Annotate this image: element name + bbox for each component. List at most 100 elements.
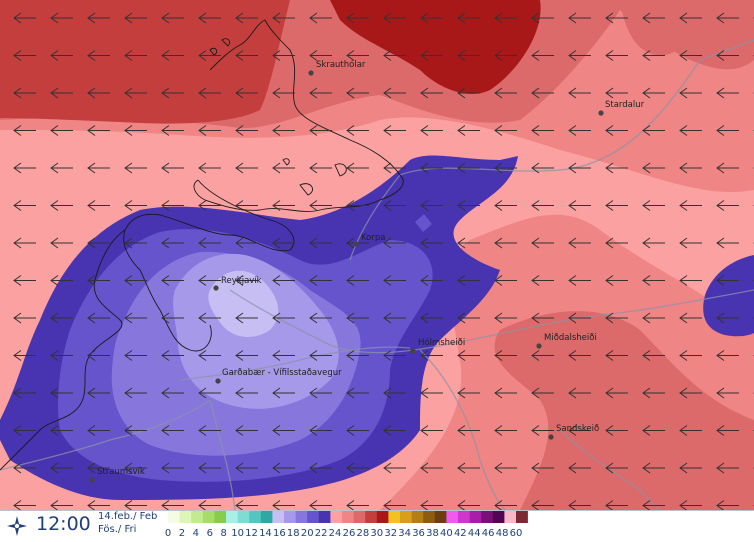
wind-arrow [457,125,480,136]
wind-arrow [531,12,554,24]
forecast-date: 14.feb./ Feb [98,511,158,522]
wind-arrow [87,275,110,286]
wind-arrow [457,500,480,510]
wind-arrow [457,387,480,399]
wind-arrow [161,387,184,399]
place-reykjavik: Reykjavík [213,276,262,291]
wind-arrow [420,87,443,99]
wind-arrow [457,312,480,324]
wind-arrow [50,425,73,436]
wind-arrow [198,162,221,174]
wind-arrow [531,500,554,510]
wind-arrow [161,50,184,61]
wind-arrow [50,50,73,61]
wind-arrow [531,200,554,211]
wind-arrow [272,200,295,211]
wind-arrow [642,462,665,474]
wind-arrow [161,162,184,174]
wind-arrow [679,200,702,211]
scale-swatch [516,511,528,523]
scale-tick-label: 44 [468,528,481,539]
forecast-time: 12:00 [36,513,91,535]
wind-arrow [716,312,739,324]
wind-arrow [87,50,110,61]
wind-arrow [679,237,702,249]
wind-arrow [383,312,406,324]
scale-tick-label: 38 [426,528,439,539]
wind-arrow [13,462,36,474]
scale-swatch [318,511,331,523]
wind-arrow [272,500,295,510]
wind-arrow [605,200,628,211]
road-2 [179,346,411,381]
wind-arrow [50,162,73,174]
wind-arrow [716,425,739,436]
scale-swatch [376,511,389,523]
wind-arrow [198,275,221,286]
wind-arrow [309,87,332,99]
wind-arrow [198,312,221,324]
wind-arrow [605,462,628,474]
scale-swatch [342,511,354,523]
scale-tick-label: 34 [398,528,411,539]
wind-arrow [87,425,110,436]
wind-arrow [272,125,295,136]
wind-arrow [383,50,406,61]
wind-arrow [568,87,591,99]
wind-arrow [161,200,184,211]
wind-arrow [383,200,406,211]
wind-arrow [457,50,480,61]
wind-arrow [531,125,554,136]
wind-arrow [198,350,221,361]
scale-tick-label: 26 [343,528,356,539]
wind-arrow [568,387,591,399]
wind-arrow [494,12,517,24]
wind-arrow [87,200,110,211]
scale-swatch [330,511,343,523]
wind-arrow [309,50,332,61]
wind-arrow [679,87,702,99]
wind-arrow [716,162,739,174]
wind-arrow [124,312,147,324]
wind-arrow [50,200,73,211]
wind-arrow [87,500,110,510]
scale-swatch [307,511,320,523]
wind-arrow [235,50,258,61]
wind-arrow [494,350,517,361]
scale-swatch [400,511,412,523]
wind-arrow [124,275,147,286]
wind-arrow [383,500,406,510]
scale-tick-label: 14 [259,528,272,539]
wind-arrow [716,462,739,474]
wind-arrow [198,237,221,249]
wind-arrow [235,12,258,24]
wind-arrow [383,387,406,399]
wind-arrow [457,12,480,24]
wind-arrow [494,275,517,286]
wind-arrow [531,387,554,399]
wind-arrow [679,350,702,361]
wind-arrow [13,350,36,361]
wind-arrow [716,275,739,286]
wind-arrow [346,425,369,436]
wind-arrow [272,462,295,474]
wind-arrow [309,237,332,249]
wind-arrow [87,162,110,174]
field-se-26 [494,311,754,510]
wind-arrow [716,50,739,61]
wind-arrow [420,462,443,474]
wind-arrow [235,200,258,211]
wind-arrow [198,125,221,136]
wind-arrow [346,162,369,174]
wind-arrow [383,12,406,24]
wind-arrow [13,275,36,286]
wind-arrow [161,312,184,324]
wind-arrow [309,387,332,399]
wind-arrow [568,312,591,324]
place-holmsheidi: Hólmsheiði [410,337,465,354]
scale-tick-label: 28 [357,528,370,539]
wind-arrow [568,350,591,361]
wind-arrow [679,125,702,136]
wind-arrow [161,462,184,474]
wind-arrow [531,237,554,249]
